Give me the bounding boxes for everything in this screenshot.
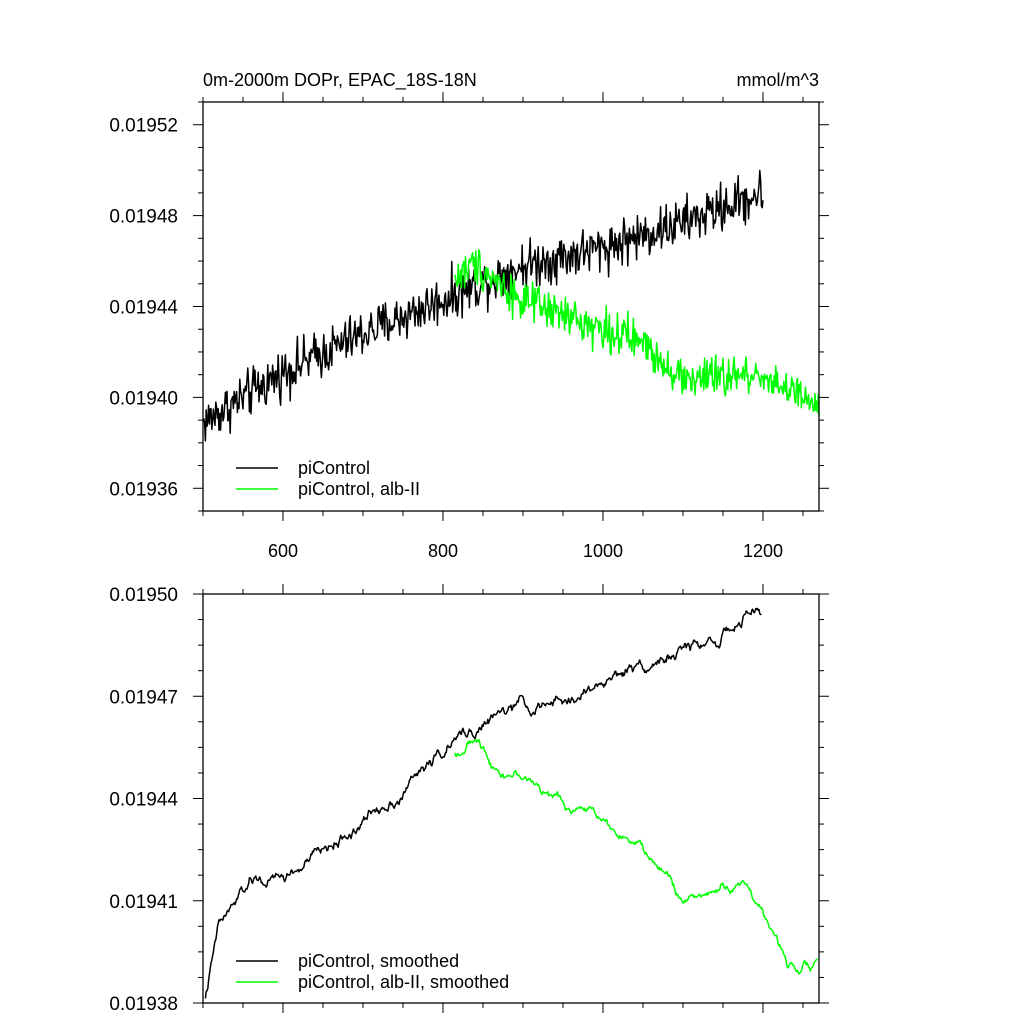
series-line-picontrol-alb-ii-smoothed [454,738,818,975]
x-tick-label: 600 [268,541,298,561]
bottom-series-layer [204,607,818,999]
top-series-layer [203,169,820,442]
legend-label-picontrol: piControl [298,458,370,478]
y-tick-label: 0.01938 [109,994,178,1015]
top-legend: piControl piControl, alb-II [236,458,420,499]
y-tick-label: 0.01941 [109,892,178,913]
bottom-panel: 0.01938 0.01941 0.01944 0.01947 0.01950 piCo… [109,584,829,1015]
top-panel-title: 0m-2000m DOPr, EPAC_18S-18N [203,70,477,91]
y-tick-label: 0.01952 [109,116,178,137]
legend-label-alb-ii: piControl, alb-II [298,479,420,499]
y-tick-label: 0.01947 [109,687,178,708]
y-tick-label: 0.01940 [109,388,178,409]
y-tick-label: 0.01944 [109,790,178,811]
legend-label-alb-ii-smoothed: piControl, alb-II, smoothed [298,972,509,992]
bottom-legend: piControl, smoothed piControl, alb-II, s… [236,951,509,992]
y-tick-label: 0.01944 [109,298,178,319]
top-panel-units: mmol/m^3 [737,70,819,90]
x-tick-label: 1200 [743,541,783,561]
top-tick-layer: 600 800 1000 1200 0.01936 0.01940 0.01944 0.019… [109,92,829,561]
x-tick-label: 1000 [583,541,623,561]
top-plot-frame [202,101,820,512]
y-tick-label: 0.01948 [109,207,178,228]
series-line-picontrol-alb-ii [454,249,820,417]
bottom-plot-frame [202,593,820,1004]
series-line-picontrol [203,169,764,442]
x-tick-label: 800 [428,541,458,561]
top-panel: 0m-2000m DOPr, EPAC_18S-18N mmol/m^3 600… [109,70,829,561]
y-tick-label: 0.01950 [109,585,178,606]
y-tick-label: 0.01936 [109,479,178,500]
bottom-tick-layer: 0.01938 0.01941 0.01944 0.01947 0.01950 [109,584,829,1015]
series-line-picontrol-smoothed [204,607,762,999]
legend-label-picontrol-smoothed: piControl, smoothed [298,951,459,971]
